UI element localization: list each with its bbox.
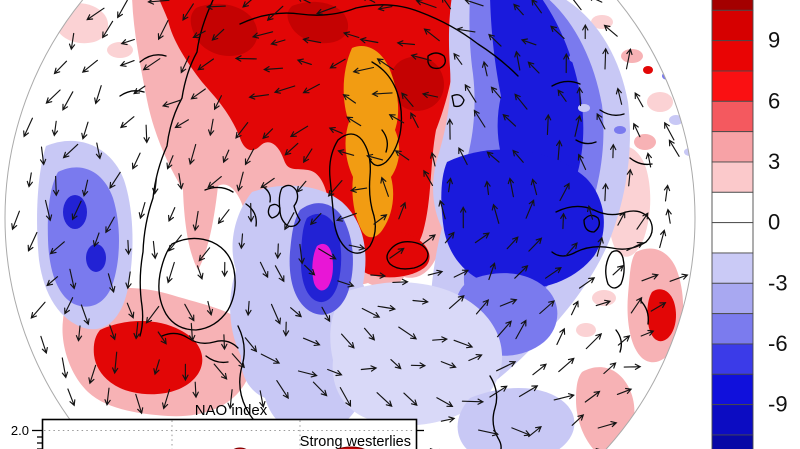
colorbar-label: 6 xyxy=(768,88,780,113)
colorbar-segment xyxy=(711,222,754,254)
colorbar-segment xyxy=(711,404,754,436)
coastlines xyxy=(119,0,653,449)
extreme-cold-blob xyxy=(312,243,333,291)
nao-ytick-label: 2.0 xyxy=(11,423,29,438)
nao-gridlines xyxy=(44,420,415,449)
colorbar-segment xyxy=(711,131,754,163)
colorbar-label: 3 xyxy=(768,149,780,174)
colorbar-segment xyxy=(711,434,754,449)
globe xyxy=(5,0,695,449)
colorbar-segment xyxy=(711,313,754,345)
colorbar-segment xyxy=(711,343,754,375)
nao-chart-frame xyxy=(41,418,418,449)
colorbar-segment xyxy=(711,191,754,224)
colorbar-segment xyxy=(711,161,754,193)
colorbar-segment xyxy=(711,0,754,11)
colorbar-label: -6 xyxy=(768,331,788,356)
colorbar-segment xyxy=(711,9,754,42)
nao-inset-chart: NAO index 2.0 Strong westerlies xyxy=(11,402,424,449)
colorbar-segment xyxy=(711,70,754,102)
nao-title: NAO index xyxy=(195,402,268,419)
colorbar-label: -3 xyxy=(768,270,788,295)
colorbar: 9 6 3 0 -3 -6 -9 xyxy=(711,0,788,449)
colorbar-segment xyxy=(711,252,754,284)
wind-arrows xyxy=(11,0,689,449)
colorbar-segment xyxy=(711,40,754,72)
colorbar-label: 0 xyxy=(768,210,780,235)
colorbar-segment xyxy=(711,373,754,406)
colorbar-label: 9 xyxy=(768,28,780,53)
strong-westerlies-annotation: Strong westerlies xyxy=(300,434,411,449)
nao-axis-ticks xyxy=(32,429,424,449)
colorbar-label: -9 xyxy=(768,392,788,417)
colorbar-segment xyxy=(711,282,754,315)
colorbar-segment xyxy=(711,100,754,133)
globe-limb xyxy=(4,0,696,449)
